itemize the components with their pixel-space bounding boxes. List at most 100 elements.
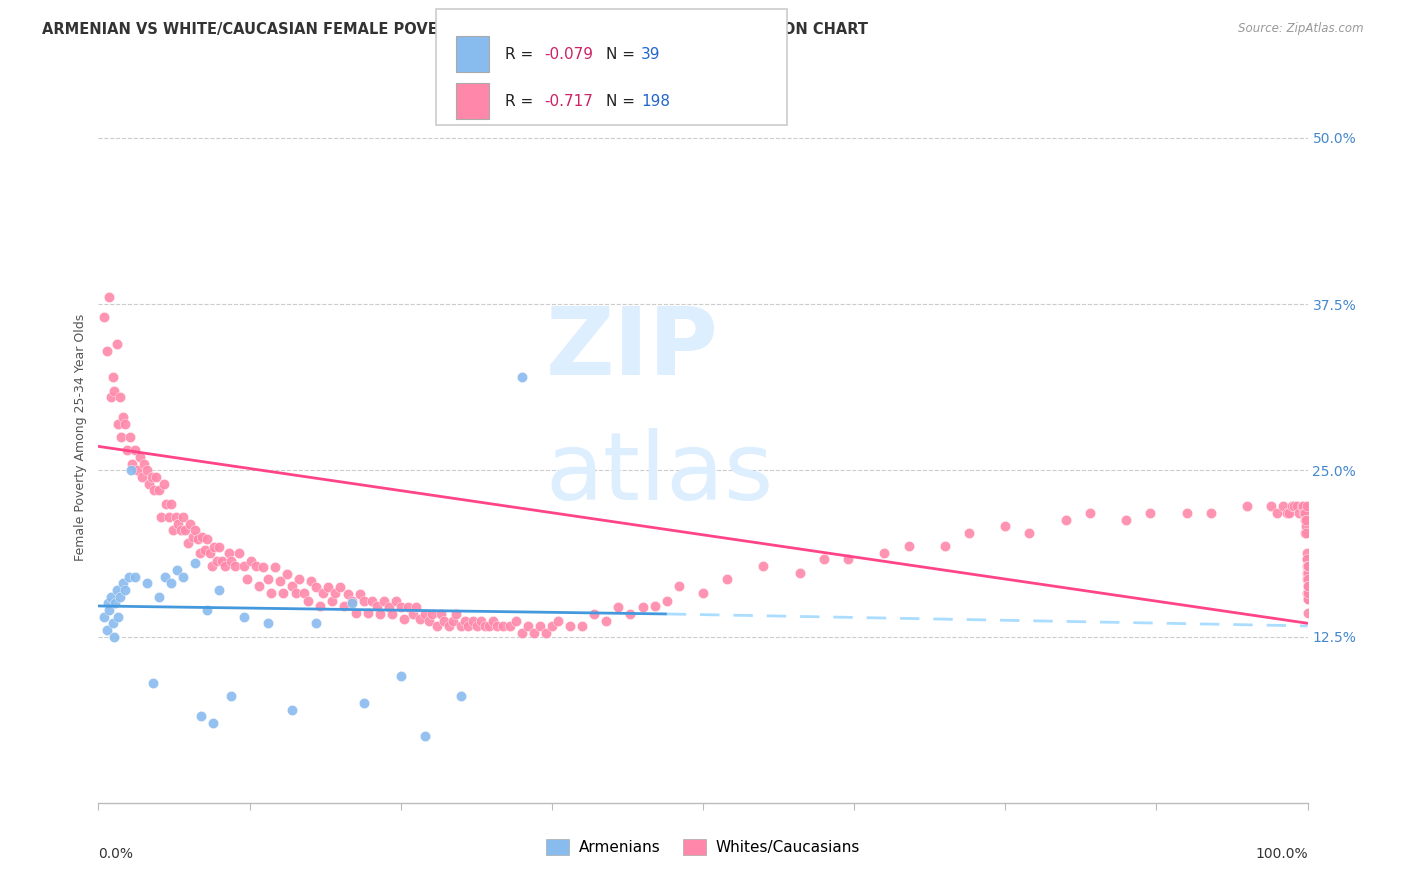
Point (101, 616, 124, 631)
Point (389, 669, 412, 683)
Point (1296, 559, 1319, 574)
Point (105, 337, 128, 351)
Point (463, 614, 485, 628)
Point (152, 476, 174, 491)
Point (221, 690, 243, 704)
Point (312, 585, 335, 599)
Point (547, 614, 569, 628)
Point (418, 614, 440, 628)
Text: ZIP: ZIP (546, 303, 718, 395)
Point (145, 470, 167, 484)
Point (994, 519, 1017, 533)
Point (366, 599, 388, 613)
Point (281, 579, 304, 593)
Point (108, 590, 131, 604)
Point (100, 590, 122, 604)
Point (153, 570, 176, 584)
Point (631, 600, 654, 615)
Point (114, 417, 136, 431)
Point (389, 600, 412, 615)
Point (360, 593, 382, 607)
Point (150, 509, 173, 524)
Point (837, 552, 859, 566)
Point (297, 593, 319, 607)
Point (191, 530, 214, 544)
Point (394, 612, 416, 626)
Point (1295, 552, 1317, 566)
Point (1294, 525, 1316, 540)
Point (228, 546, 250, 560)
Point (224, 559, 246, 574)
Point (205, 554, 228, 568)
Point (668, 579, 690, 593)
Point (124, 570, 146, 584)
Point (167, 516, 190, 531)
Point (385, 593, 408, 607)
Point (516, 619, 538, 633)
Point (450, 619, 472, 633)
Point (128, 450, 150, 464)
Point (607, 600, 630, 615)
Point (184, 557, 207, 571)
Point (148, 483, 170, 498)
Point (433, 614, 456, 628)
Point (1296, 559, 1319, 574)
Point (368, 607, 391, 621)
Text: -0.079: -0.079 (544, 46, 593, 62)
Point (124, 443, 146, 458)
Point (1296, 566, 1319, 580)
Point (1175, 506, 1198, 520)
Point (127, 463, 149, 477)
Point (232, 609, 254, 624)
Point (120, 463, 142, 477)
Point (104, 596, 127, 610)
Point (194, 543, 217, 558)
Point (1288, 506, 1310, 520)
Point (111, 576, 134, 591)
Point (357, 606, 380, 620)
Point (169, 523, 191, 537)
Point (117, 443, 139, 458)
Point (523, 625, 546, 640)
Point (413, 607, 436, 621)
Point (131, 470, 153, 484)
Point (454, 614, 477, 628)
Point (492, 619, 515, 633)
Point (142, 676, 165, 690)
Point (1295, 512, 1317, 526)
Point (381, 607, 404, 621)
Point (437, 619, 460, 633)
Point (1292, 506, 1315, 520)
Point (450, 690, 472, 704)
Point (1296, 579, 1319, 593)
Point (377, 600, 399, 615)
Text: R =: R = (505, 46, 538, 62)
Point (1296, 566, 1319, 580)
Point (245, 559, 267, 574)
Point (510, 625, 533, 640)
Point (281, 703, 304, 717)
Point (644, 599, 666, 613)
Point (214, 559, 236, 574)
Point (1296, 559, 1319, 574)
Point (166, 563, 188, 577)
Point (121, 457, 143, 471)
Point (402, 607, 425, 621)
Point (510, 370, 533, 384)
Point (190, 709, 212, 723)
Point (457, 619, 479, 633)
Point (208, 582, 231, 597)
Point (1296, 573, 1319, 587)
Point (93, 609, 115, 624)
Point (107, 417, 129, 431)
Point (1078, 506, 1101, 520)
Point (353, 593, 375, 607)
Point (135, 463, 157, 477)
Point (1296, 585, 1319, 599)
Point (1285, 500, 1308, 514)
Point (305, 616, 328, 631)
Point (276, 567, 298, 582)
Point (1275, 506, 1298, 520)
Point (188, 546, 211, 560)
Point (107, 609, 129, 624)
